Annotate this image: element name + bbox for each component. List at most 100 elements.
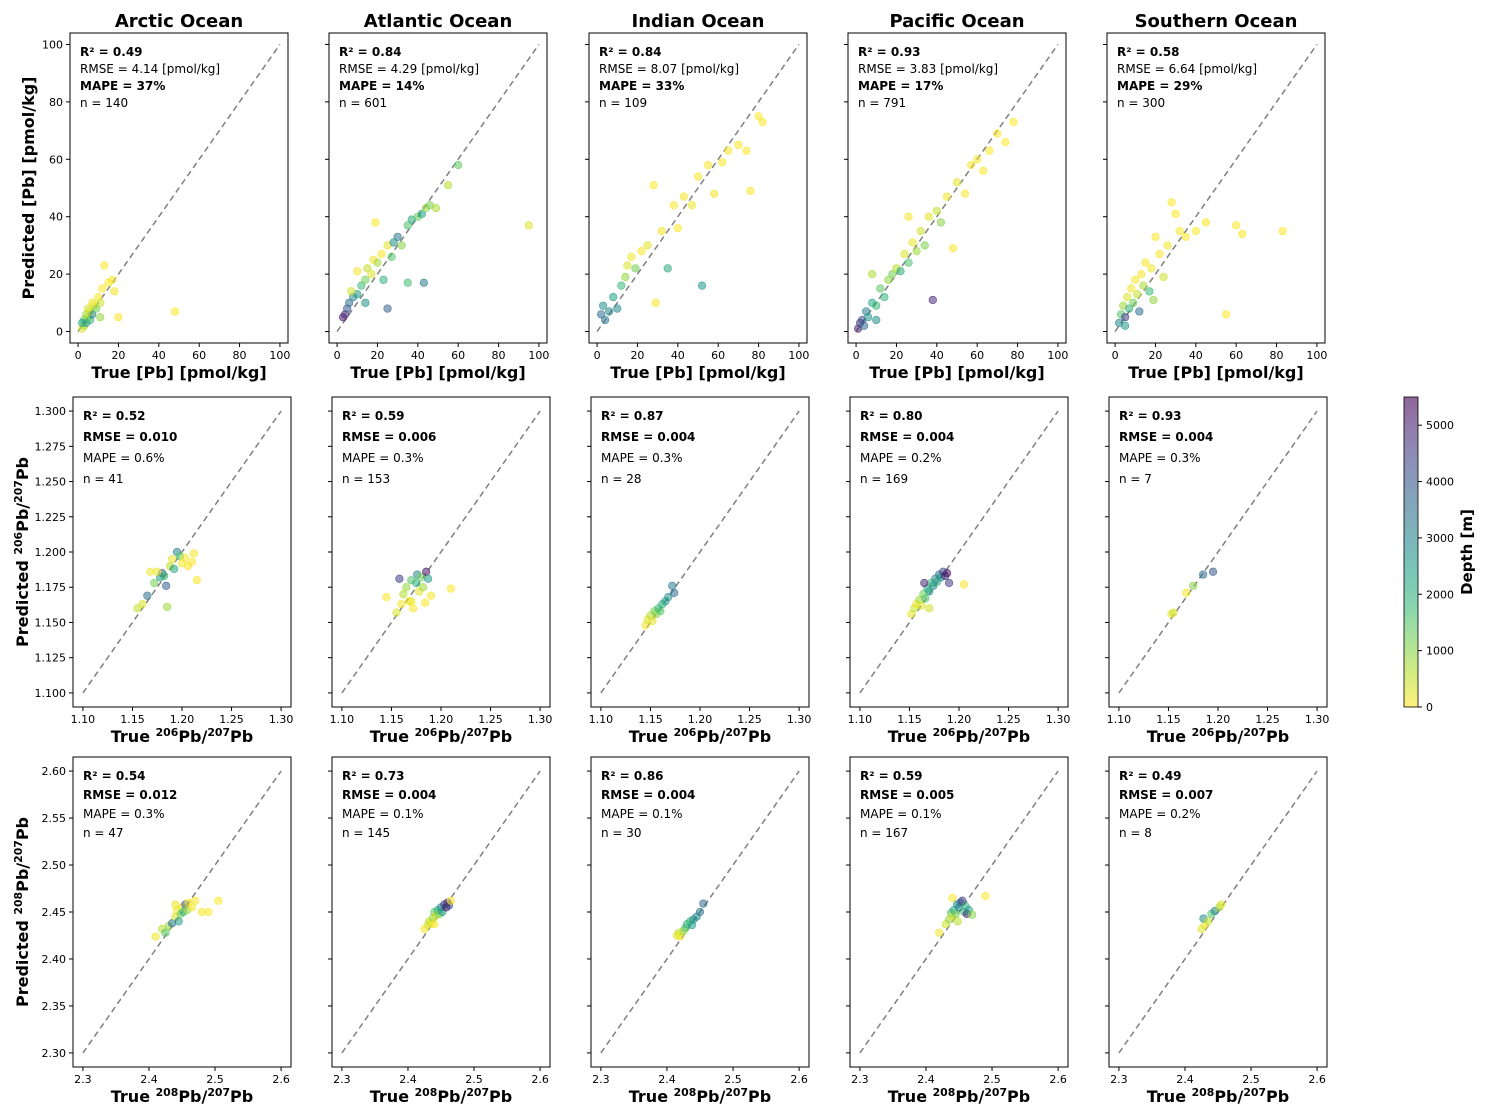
- label-part: True [Pb] [pmol/kg]: [350, 363, 525, 382]
- data-point: [382, 592, 391, 602]
- stat-mape: MAPE = 17%: [858, 79, 943, 93]
- label-part: Pb/: [178, 727, 207, 746]
- data-point: [623, 261, 632, 270]
- x-tick-label: 1.30: [787, 713, 812, 726]
- y-tick-label: 2.60: [42, 765, 67, 778]
- data-point: [1167, 198, 1176, 207]
- x-axis-label: True 208Pb/207Pb: [370, 1086, 512, 1107]
- one-to-one-line: [600, 410, 800, 694]
- colorbar-gradient: [1403, 396, 1419, 708]
- data-point: [92, 304, 101, 313]
- column-titles: Arctic Ocean Atlantic Ocean Indian Ocean Pa…: [115, 11, 1298, 32]
- data-point: [367, 270, 376, 279]
- data-point: [1001, 137, 1010, 147]
- scatter-panel: 1.10 1.15 1.20 1.25 1.30 R² = 0.59 RMSE = 0.00…: [328, 396, 552, 746]
- data-point: [1123, 292, 1132, 302]
- data-point: [948, 893, 957, 903]
- data-point: [888, 270, 897, 279]
- stat-r2: R² = 0.49: [1119, 769, 1182, 783]
- y-tick-label: 40: [49, 211, 63, 224]
- data-point: [84, 304, 93, 313]
- y-tick-label: 1.175: [35, 581, 67, 594]
- stat-n: n = 7: [1119, 472, 1152, 486]
- data-point: [379, 275, 388, 284]
- data-point: [953, 917, 962, 926]
- data-point: [524, 221, 533, 230]
- x-tick-label: 1.15: [379, 713, 404, 726]
- data-point: [908, 238, 917, 247]
- data-point: [424, 574, 433, 583]
- data-point: [151, 932, 160, 941]
- label-part: 207: [207, 1086, 230, 1099]
- y-tick-label: 2.35: [42, 1000, 67, 1013]
- label-part: Pb: [1266, 1087, 1289, 1106]
- scatter-panel: 1.10 1.15 1.20 1.25 1.30 R² = 0.93 RMSE = 0.00…: [1105, 396, 1330, 746]
- stat-mape: MAPE = 14%: [339, 79, 424, 93]
- data-point: [643, 241, 652, 250]
- data-point: [872, 315, 881, 325]
- y-axis-label: Predicted 206Pb/207Pb: [12, 457, 33, 647]
- x-tick-label: 2.3: [1110, 1073, 1128, 1086]
- label-part: 207: [12, 840, 25, 863]
- y-tick-label: 100: [42, 38, 63, 51]
- data-point: [1151, 232, 1160, 241]
- data-point: [161, 928, 170, 937]
- x-tick-label: 80: [752, 349, 766, 362]
- data-point: [900, 249, 909, 259]
- y-tick-label: 20: [49, 268, 63, 281]
- column-title: Southern Ocean: [1135, 11, 1298, 32]
- data-point: [454, 160, 463, 170]
- data-point: [1159, 272, 1168, 282]
- data-point: [1155, 249, 1164, 259]
- data-point: [1169, 608, 1178, 617]
- label-part: 207: [207, 726, 230, 739]
- label-part: Pb/: [13, 863, 32, 892]
- one-to-one-line: [1114, 44, 1318, 332]
- label-part: True: [629, 1087, 674, 1106]
- x-tick-label: 1.10: [589, 713, 614, 726]
- stat-rmse: RMSE = 0.004: [601, 430, 695, 444]
- data-point: [1133, 290, 1142, 299]
- scatter-panel: 2.3 2.4 2.5 2.6 R² = 0.73 RMSE = 0.004 MAPE = …: [328, 756, 551, 1107]
- data-point: [1189, 581, 1198, 590]
- label-part: Pb: [1266, 727, 1289, 746]
- data-point: [397, 241, 406, 250]
- data-point: [599, 301, 608, 310]
- data-point: [409, 604, 418, 613]
- scatter-panel: 0 20 40 60 80 100 R² = 0.84 RMSE = 8.07 [pmol/k…: [585, 32, 809, 382]
- x-tick-label: 80: [233, 349, 247, 362]
- x-tick-label: 1.20: [947, 713, 972, 726]
- label-part: Pb: [1007, 727, 1030, 746]
- stat-rmse: RMSE = 0.006: [342, 430, 436, 444]
- data-point: [687, 201, 697, 210]
- x-tick-label: 1.20: [688, 713, 713, 726]
- stat-r2: R² = 0.93: [1119, 409, 1182, 423]
- colorbar-label: Depth [m]: [1458, 509, 1476, 595]
- label-part: 206: [415, 726, 438, 739]
- data-point: [920, 578, 929, 588]
- data-point: [754, 112, 763, 121]
- x-tick-label: 0: [1112, 349, 1119, 362]
- one-to-one-line: [341, 410, 541, 694]
- data-point: [746, 186, 755, 195]
- data-point: [383, 304, 392, 313]
- column-title: Indian Ocean: [632, 11, 765, 32]
- x-tick-label: 1.30: [1305, 713, 1330, 726]
- data-point: [710, 189, 719, 198]
- data-point: [189, 549, 198, 558]
- x-tick-label: 40: [152, 349, 166, 362]
- data-point: [973, 155, 982, 164]
- x-tick-label: 2.6: [1049, 1073, 1067, 1086]
- stat-rmse: RMSE = 0.005: [860, 788, 954, 802]
- data-point: [399, 590, 408, 599]
- data-point: [1203, 917, 1213, 926]
- data-point: [758, 117, 767, 127]
- data-point: [920, 241, 929, 250]
- x-tick-label: 2.4: [658, 1073, 676, 1086]
- data-point: [724, 146, 733, 155]
- y-tick-label: 1.250: [35, 476, 67, 489]
- x-tick-label: 40: [671, 349, 685, 362]
- stat-n: n = 8: [1119, 826, 1152, 840]
- label-part: Pb/: [696, 727, 725, 746]
